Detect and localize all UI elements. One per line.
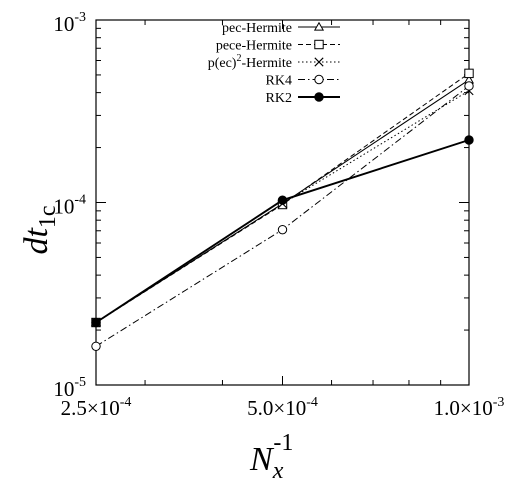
- x-axis-label: Nx-1: [249, 430, 293, 483]
- series-line-3: [95, 85, 470, 347]
- data-point-3-1: [277, 224, 288, 235]
- data-point-3-2: [464, 81, 474, 91]
- data-point-4-0: [91, 317, 101, 328]
- legend-marker-3: [314, 74, 324, 85]
- ticks: 2.5×10-4 5.0×10-4 1.0×10-3 10-5 10-4 10-3: [53, 10, 504, 420]
- series-3: [91, 81, 474, 351]
- legend-label-1: pece-Hermite: [216, 39, 292, 54]
- x-tick-label: 2.5×10-4: [61, 395, 132, 420]
- x-axis-label-sup: -1: [273, 430, 293, 456]
- data-point-4-2: [464, 135, 474, 145]
- series-4: [91, 135, 474, 328]
- x-tick-label: 5.0×10-4: [247, 395, 318, 420]
- y-tick-label: 10-5: [53, 375, 86, 401]
- legend-label-2: p(ec)2-Hermite: [208, 53, 292, 71]
- y-axis-label-sub: 1c: [35, 205, 61, 228]
- legend-marker-4: [314, 92, 324, 102]
- x-axis-label-sub: x: [272, 458, 284, 483]
- legend-marker-1: [314, 39, 324, 50]
- y-axis-label: dt1c: [18, 205, 61, 254]
- y-tick-label: 10-3: [53, 10, 86, 36]
- legend-marker-0: [313, 21, 325, 31]
- legend-label-4: RK2: [266, 91, 292, 106]
- legend-marker-2: [314, 57, 324, 67]
- data-point-4-1: [277, 195, 288, 205]
- data-point-3-0: [91, 341, 101, 351]
- legend-label-0: pec-Hermite: [222, 21, 292, 36]
- series-layer: [90, 68, 475, 351]
- data-point-1-2: [464, 68, 474, 79]
- legend-label-3: RK4: [266, 74, 292, 89]
- y-tick-label: 10-4: [53, 193, 86, 219]
- x-tick-label: 1.0×10-3: [434, 395, 505, 420]
